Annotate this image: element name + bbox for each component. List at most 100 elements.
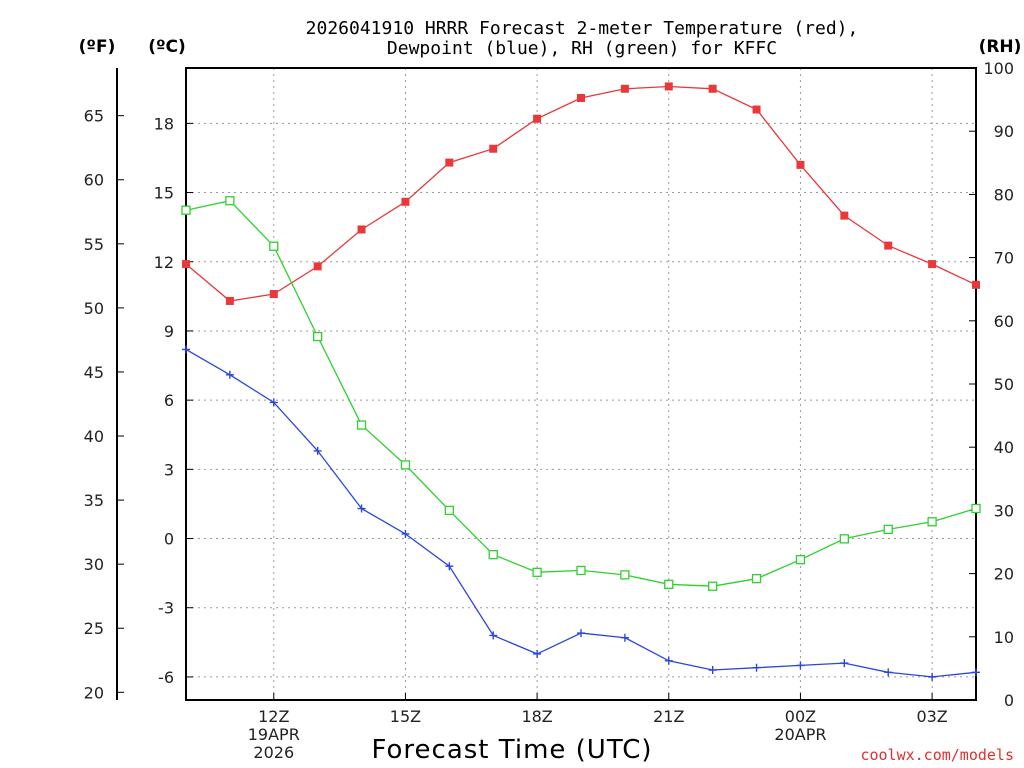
tick-label-time: 00Z [785, 707, 816, 726]
data-point-rh [400, 460, 411, 470]
tick-label-rh: 80 [994, 185, 1014, 204]
data-point-dewpoint [620, 633, 629, 642]
data-point-rh [488, 549, 498, 560]
data-point-dewpoint [840, 659, 849, 668]
data-point-dewpoint [182, 345, 190, 354]
data-point-rh [181, 205, 191, 215]
data-point-rh [620, 570, 630, 580]
data-point-dewpoint [445, 562, 454, 571]
unit-label-rh: (RH) [979, 37, 1022, 57]
tick-label-time: 19APR [248, 725, 300, 744]
data-point-dewpoint [269, 398, 278, 407]
data-point-rh [269, 241, 279, 251]
data-point-dewpoint [313, 446, 322, 455]
data-point-temperature [445, 158, 454, 167]
tick-label-fahrenheit: 30 [84, 555, 104, 574]
data-point-rh [356, 420, 367, 430]
tick-label-fahrenheit: 65 [84, 107, 104, 126]
tick-label-time: 18Z [521, 707, 552, 726]
credit-text: coolwx.com/models [860, 746, 1014, 764]
data-point-dewpoint [489, 631, 498, 640]
data-point-rh [225, 196, 235, 206]
grid-layer [186, 68, 976, 700]
data-point-temperature [182, 260, 190, 269]
data-point-temperature [708, 84, 717, 93]
tick-label-rh: 40 [994, 438, 1014, 457]
data-point-temperature [928, 260, 937, 269]
series-line-rh [185, 199, 977, 587]
tick-label-celsius: 6 [164, 391, 174, 410]
data-point-dewpoint [884, 668, 893, 677]
tick-label-rh: 20 [994, 565, 1014, 584]
data-point-rh [532, 567, 542, 577]
tick-label-celsius: -6 [158, 668, 174, 687]
tick-label-time: 20APR [774, 725, 826, 744]
tick-label-rh: 90 [994, 122, 1014, 141]
tick-label-celsius: 3 [164, 460, 174, 479]
tick-label-rh: 100 [983, 59, 1014, 78]
data-point-rh [883, 524, 893, 535]
data-point-rh [795, 555, 806, 565]
tick-label-fahrenheit: 35 [84, 491, 104, 510]
data-point-rh [576, 565, 586, 576]
tick-label-fahrenheit: 55 [84, 235, 104, 254]
data-point-temperature [401, 197, 410, 206]
data-point-dewpoint [972, 668, 980, 677]
data-point-temperature [796, 160, 805, 169]
tick-label-time: 12Z [258, 707, 289, 726]
data-point-dewpoint [708, 666, 717, 675]
tick-label-fahrenheit: 20 [84, 683, 104, 702]
tick-label-celsius: 0 [164, 530, 174, 549]
tick-label-rh: 0 [1004, 691, 1014, 710]
data-point-rh [708, 581, 718, 591]
data-point-rh [971, 503, 981, 514]
data-point-temperature [313, 262, 322, 271]
chart-title-line2: Dewpoint (blue), RH (green) for KFFC [387, 38, 777, 59]
tick-label-time: 15Z [390, 707, 421, 726]
tick-label-fahrenheit: 60 [84, 171, 104, 190]
data-point-temperature [577, 93, 585, 102]
series-layer [181, 82, 981, 681]
data-point-dewpoint [225, 370, 234, 379]
unit-label-fahrenheit: (ºF) [79, 37, 116, 57]
data-point-rh [313, 331, 323, 342]
data-point-dewpoint [533, 649, 542, 658]
chart-title-line1: 2026041910 HRRR Forecast 2-meter Tempera… [306, 18, 859, 39]
data-point-temperature [752, 105, 761, 114]
tick-label-celsius: 9 [164, 322, 174, 341]
data-point-dewpoint [401, 529, 410, 538]
x-axis-label: Forecast Time (UTC) [371, 735, 652, 765]
data-point-dewpoint [577, 629, 585, 638]
data-point-temperature [840, 211, 849, 220]
tick-label-time: 21Z [653, 707, 684, 726]
tick-label-rh: 70 [994, 249, 1014, 268]
data-point-dewpoint [357, 504, 366, 513]
series-line-temperature [185, 85, 977, 302]
tick-label-celsius: 12 [154, 253, 174, 272]
tick-label-fahrenheit: 50 [84, 299, 104, 318]
plot-frame [185, 67, 977, 701]
data-point-dewpoint [752, 663, 761, 672]
data-point-temperature [884, 241, 893, 250]
data-point-temperature [620, 84, 629, 93]
tick-label-fahrenheit: 45 [84, 363, 104, 382]
series-line-dewpoint [185, 348, 977, 678]
data-point-dewpoint [664, 656, 673, 665]
tick-label-rh: 60 [994, 312, 1014, 331]
data-point-temperature [533, 114, 542, 123]
tick-label-rh: 10 [994, 628, 1014, 647]
tick-label-celsius: -3 [158, 599, 174, 618]
data-point-temperature [357, 225, 366, 234]
data-point-dewpoint [796, 661, 805, 670]
tick-label-time: 2026 [253, 743, 294, 762]
data-point-dewpoint [928, 672, 937, 681]
data-point-temperature [489, 144, 498, 153]
data-point-rh [444, 505, 454, 516]
tick-label-fahrenheit: 25 [84, 619, 104, 638]
axis-layer: -6 -3 0 3 6 9 12 15 18 20 25 30 35 40 45 50 55 60 65 0 10 20 3… [84, 59, 1014, 762]
unit-label-celsius: (ºC) [148, 37, 186, 57]
tick-label-rh: 50 [994, 375, 1014, 394]
tick-label-fahrenheit: 40 [84, 427, 104, 446]
tick-label-time: 03Z [916, 707, 947, 726]
